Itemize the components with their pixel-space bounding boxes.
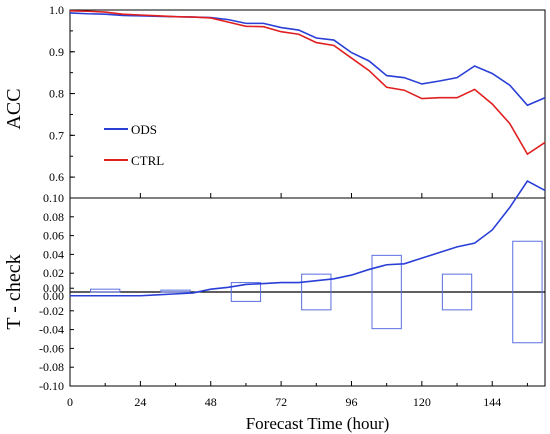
significance-box xyxy=(512,240,543,344)
significance-box xyxy=(230,282,262,302)
t-check-line xyxy=(70,180,546,297)
top-y-axis-label: ACC xyxy=(3,88,25,129)
top-y-tick-label: 0.7 xyxy=(49,128,64,142)
bottom-y-tick-label: 0.08 xyxy=(43,210,64,224)
bottom-y-tick-label: 0.02 xyxy=(43,266,64,280)
bottom-y-tick-label: -0.08 xyxy=(39,360,64,374)
significance-box xyxy=(160,289,191,293)
significance-box xyxy=(301,273,332,311)
bottom-y-tick-label: 0.00 xyxy=(43,289,64,303)
bottom-y-tick-label: -0.02 xyxy=(39,304,64,318)
x-tick-label: 144 xyxy=(483,395,501,409)
top-y-tick-label: 0.8 xyxy=(49,87,64,101)
top-y-tick-label: 1.0 xyxy=(49,3,64,17)
series-line-ctrl xyxy=(69,10,546,156)
bottom-y-tick-label: 0.00 xyxy=(43,281,64,295)
top-y-tick-label: 0.6 xyxy=(49,170,64,184)
bottom-y-tick-label: 0.04 xyxy=(43,247,64,261)
bottom-y-tick-label: -0.06 xyxy=(39,341,64,355)
significance-box xyxy=(371,254,402,330)
top-y-tick-label: 0.9 xyxy=(49,45,64,59)
significance-box xyxy=(441,273,473,311)
x-tick-label: 0 xyxy=(67,395,73,409)
legend-label-ods: ODS xyxy=(131,122,157,137)
x-tick-label: 24 xyxy=(134,395,146,409)
significance-box xyxy=(90,288,121,293)
x-tick-label: 120 xyxy=(413,395,431,409)
bottom-y-tick-label: -0.04 xyxy=(39,323,64,337)
x-axis-label: Forecast Time (hour) xyxy=(246,414,390,433)
legend-label-ctrl: CTRL xyxy=(131,153,164,168)
bottom-y-tick-label: -0.10 xyxy=(39,379,64,393)
x-tick-label: 96 xyxy=(345,395,357,409)
bottom-y-tick-label: 0.06 xyxy=(43,229,64,243)
series-line-ods xyxy=(69,12,546,107)
x-tick-label: 72 xyxy=(275,395,287,409)
bottom-y-axis-label: T - check xyxy=(3,254,25,329)
x-tick-label: 48 xyxy=(205,395,217,409)
bottom-y-tick-label: 0.10 xyxy=(43,191,64,205)
